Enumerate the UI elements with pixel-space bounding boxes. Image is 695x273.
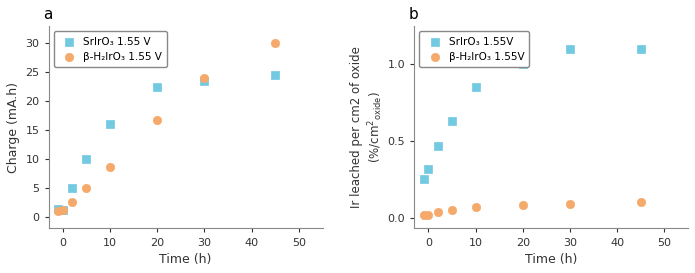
- β-H₂IrO₃ 1.55 V: [199, 76, 210, 80]
- β-H₂IrO₃ 1.55V: [423, 212, 434, 217]
- SrIrO₃ 1.55V: [635, 47, 646, 51]
- SrIrO₃ 1.55V: [517, 62, 528, 67]
- β-H₂IrO₃ 1.55 V: [67, 200, 78, 205]
- Text: a: a: [43, 7, 53, 22]
- β-H₂IrO₃ 1.55 V: [53, 209, 64, 213]
- SrIrO₃ 1.55 V: [152, 85, 163, 89]
- SrIrO₃ 1.55 V: [270, 73, 281, 78]
- SrIrO₃ 1.55V: [446, 119, 457, 123]
- Y-axis label: Charge (mA.h): Charge (mA.h): [7, 82, 20, 173]
- SrIrO₃ 1.55 V: [57, 208, 68, 212]
- X-axis label: Time (h): Time (h): [525, 253, 578, 266]
- β-H₂IrO₃ 1.55 V: [104, 164, 115, 169]
- β-H₂IrO₃ 1.55V: [418, 212, 430, 217]
- SrIrO₃ 1.55V: [432, 144, 443, 148]
- SrIrO₃ 1.55 V: [104, 122, 115, 127]
- Text: b: b: [409, 7, 418, 22]
- Y-axis label: Ir leached per cm2 of oxide
(%/cm$^2$$_{\rm oxide}$): Ir leached per cm2 of oxide (%/cm$^2$$_{…: [350, 46, 385, 208]
- SrIrO₃ 1.55V: [470, 85, 481, 90]
- SrIrO₃ 1.55 V: [199, 79, 210, 83]
- X-axis label: Time (h): Time (h): [159, 253, 212, 266]
- SrIrO₃ 1.55V: [423, 167, 434, 171]
- β-H₂IrO₃ 1.55 V: [152, 118, 163, 123]
- β-H₂IrO₃ 1.55V: [635, 200, 646, 204]
- SrIrO₃ 1.55 V: [81, 157, 92, 161]
- SrIrO₃ 1.55V: [418, 177, 430, 182]
- β-H₂IrO₃ 1.55 V: [270, 41, 281, 46]
- β-H₂IrO₃ 1.55V: [446, 208, 457, 212]
- Legend: SrIrO₃ 1.55 V, β-H₂IrO₃ 1.55 V: SrIrO₃ 1.55 V, β-H₂IrO₃ 1.55 V: [54, 31, 167, 67]
- β-H₂IrO₃ 1.55V: [432, 209, 443, 214]
- SrIrO₃ 1.55 V: [67, 186, 78, 190]
- SrIrO₃ 1.55V: [564, 47, 575, 51]
- SrIrO₃ 1.55 V: [53, 207, 64, 211]
- β-H₂IrO₃ 1.55V: [470, 205, 481, 209]
- β-H₂IrO₃ 1.55 V: [57, 208, 68, 212]
- β-H₂IrO₃ 1.55V: [517, 203, 528, 208]
- β-H₂IrO₃ 1.55V: [564, 202, 575, 206]
- β-H₂IrO₃ 1.55 V: [81, 186, 92, 190]
- Legend: SrIrO₃ 1.55V, β-H₂IrO₃ 1.55V: SrIrO₃ 1.55V, β-H₂IrO₃ 1.55V: [419, 31, 530, 67]
